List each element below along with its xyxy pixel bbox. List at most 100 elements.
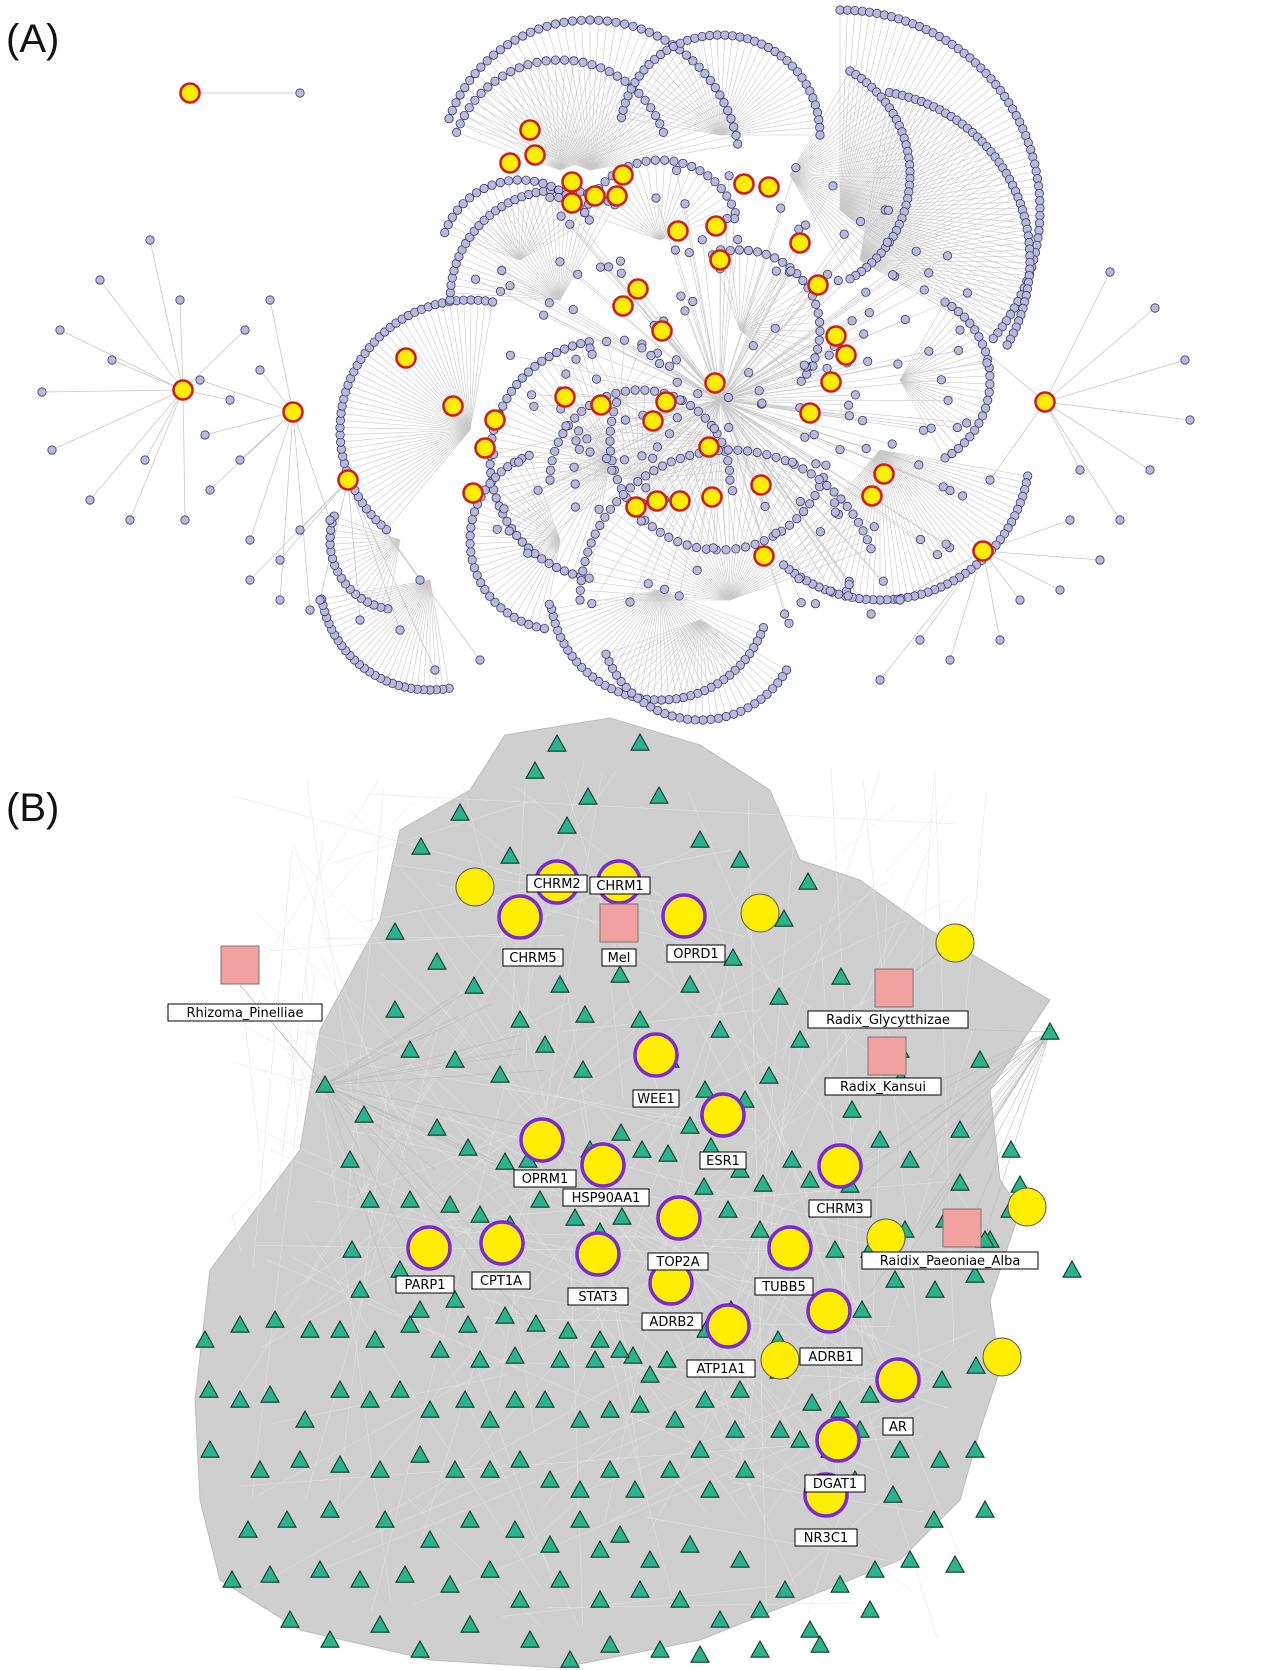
network-node xyxy=(545,192,555,202)
compound-node xyxy=(695,1389,715,1408)
compound-node xyxy=(464,975,484,994)
network-node xyxy=(275,595,285,605)
edge xyxy=(839,108,1013,211)
edge xyxy=(830,768,866,1383)
compound-node xyxy=(370,1614,390,1633)
network-node xyxy=(512,379,522,390)
network-node xyxy=(977,339,988,349)
edge xyxy=(859,259,1022,316)
edge xyxy=(729,530,864,601)
network-node xyxy=(895,595,905,605)
edge xyxy=(367,539,401,603)
network-node xyxy=(806,469,816,479)
network-node xyxy=(690,33,700,43)
compound-node xyxy=(890,1439,910,1458)
edge xyxy=(394,1078,892,1378)
network-node xyxy=(715,90,725,100)
edge xyxy=(586,589,661,673)
compound-node xyxy=(649,785,669,804)
compound-circle-node xyxy=(1007,1187,1047,1227)
network-node xyxy=(451,127,462,137)
edge xyxy=(920,778,935,975)
edge xyxy=(429,579,444,690)
network-node xyxy=(567,16,578,26)
edge xyxy=(404,579,431,688)
network-node xyxy=(697,31,707,42)
compound-node xyxy=(665,1409,685,1428)
network-node xyxy=(798,275,808,286)
network-node xyxy=(609,407,619,417)
edge xyxy=(1044,401,1151,471)
network-node xyxy=(671,355,682,365)
compound-node xyxy=(860,1599,880,1618)
edge xyxy=(513,785,919,1090)
edge xyxy=(687,619,701,720)
edge xyxy=(839,115,1017,211)
edge xyxy=(899,379,959,449)
network-node xyxy=(855,216,866,227)
compound-node xyxy=(630,1394,650,1413)
network-node xyxy=(959,438,970,448)
edge xyxy=(879,449,1005,535)
edge xyxy=(859,259,1030,277)
network-node xyxy=(773,678,783,688)
edge xyxy=(818,449,881,588)
edge xyxy=(859,235,1029,261)
network-node xyxy=(582,434,592,444)
edge xyxy=(729,464,795,601)
edge xyxy=(587,551,731,601)
edge xyxy=(708,451,731,601)
network-node xyxy=(479,183,489,194)
network-node xyxy=(525,27,536,37)
compound-node xyxy=(445,1459,465,1478)
edge xyxy=(322,579,431,606)
network-node xyxy=(459,111,469,121)
network-node xyxy=(673,536,683,547)
network-node xyxy=(675,453,686,463)
edge xyxy=(789,174,862,272)
edge xyxy=(371,1344,441,1613)
network-node xyxy=(325,515,335,525)
edge xyxy=(332,539,401,559)
panel-a-nodes xyxy=(37,5,1195,725)
target-node xyxy=(575,1231,621,1277)
edge xyxy=(521,196,561,301)
network-node xyxy=(678,158,688,168)
edge xyxy=(879,449,1027,484)
network-node xyxy=(636,516,646,526)
compound-node xyxy=(530,1189,550,1208)
edge xyxy=(729,513,854,601)
edge xyxy=(859,128,968,261)
edge xyxy=(330,539,401,545)
compound-node xyxy=(680,974,700,993)
edge xyxy=(659,589,698,694)
edge xyxy=(719,399,827,466)
edge xyxy=(659,589,754,648)
network-node xyxy=(504,526,514,536)
hub-node xyxy=(337,469,359,491)
network-node xyxy=(606,416,617,426)
edge xyxy=(370,429,471,515)
network-node xyxy=(482,56,492,66)
edge xyxy=(839,73,987,211)
network-node xyxy=(497,265,507,276)
compound-node xyxy=(966,1355,986,1374)
compound-node xyxy=(547,733,567,752)
network-node xyxy=(953,345,964,355)
edge xyxy=(861,1031,1051,1160)
edge xyxy=(812,449,881,585)
label-chrm1: CHRM1 xyxy=(589,876,651,895)
edge xyxy=(354,579,431,661)
network-node xyxy=(843,591,853,601)
network-node xyxy=(953,306,964,317)
edge xyxy=(619,399,643,456)
edge xyxy=(637,619,701,699)
edge xyxy=(699,619,783,677)
edge xyxy=(350,539,401,590)
network-node xyxy=(798,506,809,517)
network-node xyxy=(712,30,722,40)
network-node xyxy=(611,670,622,680)
edge xyxy=(474,100,561,171)
edge xyxy=(346,429,471,471)
compound-node xyxy=(670,1589,690,1608)
